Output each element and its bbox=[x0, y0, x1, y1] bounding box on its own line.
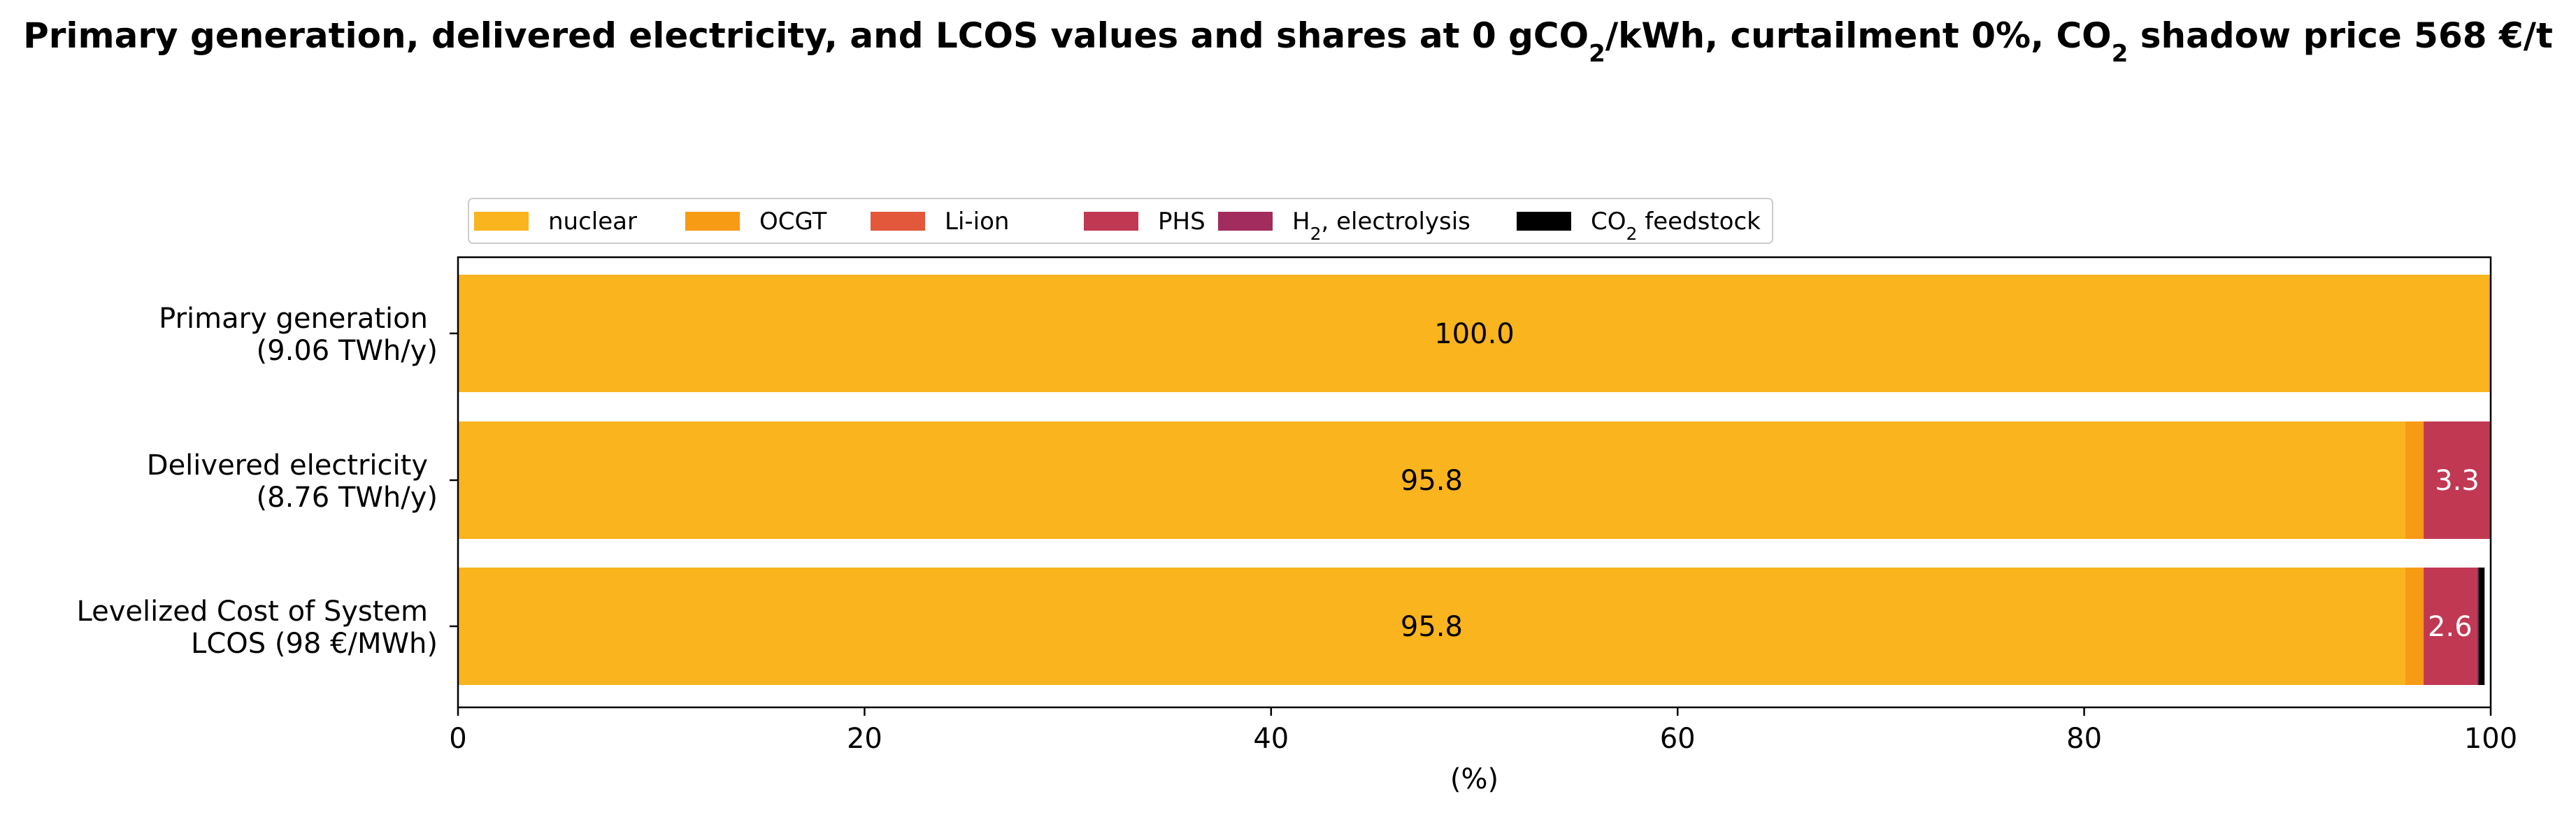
legend-label-0: nuclear bbox=[548, 208, 637, 236]
bar-segment-2-ocgt bbox=[2405, 568, 2424, 685]
bar-segment-1-nuclear bbox=[458, 421, 2405, 539]
legend-label-2: Li-ion bbox=[945, 208, 1009, 236]
bar-segment-1-ocgt bbox=[2405, 421, 2424, 539]
x-tick-label-1: 20 bbox=[847, 723, 882, 755]
x-tick-label-5: 100 bbox=[2464, 723, 2517, 755]
bar-segment-0-nuclear bbox=[458, 275, 2491, 392]
plot-frame bbox=[457, 256, 2492, 709]
data-label-0: 100.0 bbox=[1434, 318, 1515, 350]
x-tick-label-0: 0 bbox=[449, 723, 466, 755]
bar-segment-2-h bbox=[2476, 568, 2479, 685]
x-axis-label: (%) bbox=[1450, 763, 1498, 795]
legend-label-5: CO2 feedstock bbox=[1591, 208, 1761, 244]
legend-swatch-5 bbox=[1517, 212, 1571, 231]
legend-label-1: OCGT bbox=[759, 208, 827, 236]
x-tick-label-2: 40 bbox=[1253, 723, 1289, 755]
bar-segment-2-phs bbox=[2424, 568, 2477, 685]
data-label-1: 95.8 bbox=[1401, 465, 1463, 497]
bar-segment-2-co bbox=[2478, 568, 2485, 685]
legend-label-3: PHS bbox=[1158, 208, 1205, 236]
legend-label-4: H2, electrolysis bbox=[1292, 208, 1471, 244]
x-tick-label-4: 80 bbox=[2066, 723, 2102, 755]
data-label-2: 3.3 bbox=[2435, 465, 2480, 497]
bar-segment-1-phs bbox=[2424, 421, 2491, 539]
y-tick-label-1: Delivered electricity (8.76 TWh/y) bbox=[147, 449, 438, 514]
bar-segment-2-nuclear bbox=[458, 568, 2405, 685]
legend-swatch-0 bbox=[474, 212, 529, 231]
chart-title: Primary generation, delivered electricit… bbox=[23, 15, 2553, 68]
legend-swatch-3 bbox=[1084, 212, 1138, 231]
legend-swatch-2 bbox=[871, 212, 925, 231]
y-tick-label-0: Primary generation (9.06 TWh/y) bbox=[159, 303, 438, 367]
y-tick-label-2: Levelized Cost of System LCOS (98 €/MWh) bbox=[77, 596, 438, 660]
legend-swatch-1 bbox=[685, 212, 740, 231]
data-label-4: 2.6 bbox=[2428, 611, 2473, 643]
legend-swatch-4 bbox=[1218, 212, 1273, 231]
x-tick-label-3: 60 bbox=[1660, 723, 1696, 755]
data-label-3: 95.8 bbox=[1401, 611, 1463, 643]
